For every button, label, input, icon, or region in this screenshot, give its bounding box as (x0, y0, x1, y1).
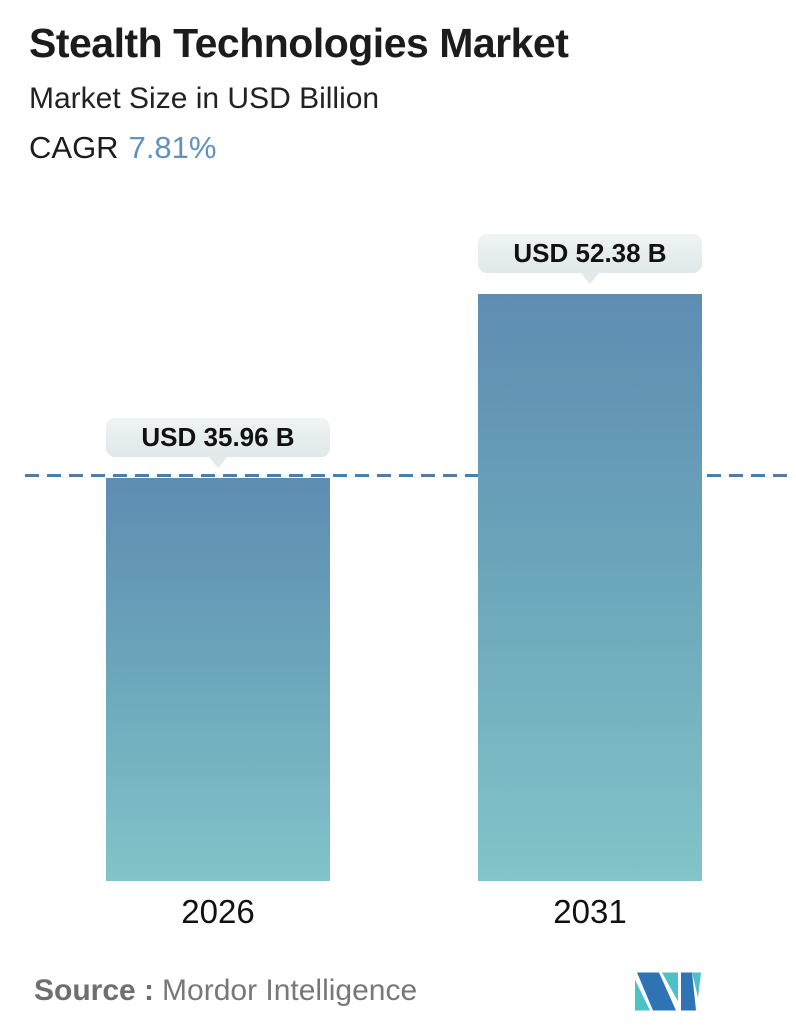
axis-label-2026: 2026 (181, 893, 255, 930)
cagr-row: CAGR 7.81% (29, 130, 216, 166)
mordor-intelligence-logo (635, 972, 701, 1011)
bar-chart: USD 35.96 B 2026 USD 52.38 B 2031 (0, 218, 796, 930)
source-line: Source : Mordor Intelligence (34, 974, 417, 1008)
value-label-bubble-2031: USD 52.38 B (478, 234, 702, 284)
source-label: Source : (34, 974, 155, 1007)
cagr-value: 7.81% (128, 130, 217, 165)
axis-label-2031: 2031 (553, 893, 627, 930)
value-label-bubble-2026: USD 35.96 B (106, 418, 330, 468)
bubble-pointer-icon (580, 272, 600, 284)
chart-subtitle: Market Size in USD Billion (29, 82, 380, 115)
page-title: Stealth Technologies Market (29, 20, 569, 66)
bar-2026 (106, 478, 330, 881)
value-label-2031: USD 52.38 B (513, 238, 667, 268)
bubble-pointer-icon (208, 456, 228, 468)
bar-group-2026: USD 35.96 B 2026 (106, 218, 330, 930)
cagr-label: CAGR (29, 130, 119, 165)
bar-group-2031: USD 52.38 B 2031 (478, 218, 702, 930)
reference-dashline (25, 474, 788, 477)
value-label-2026: USD 35.96 B (141, 422, 295, 452)
bar-2031 (478, 294, 702, 881)
source-name: Mordor Intelligence (162, 974, 418, 1007)
